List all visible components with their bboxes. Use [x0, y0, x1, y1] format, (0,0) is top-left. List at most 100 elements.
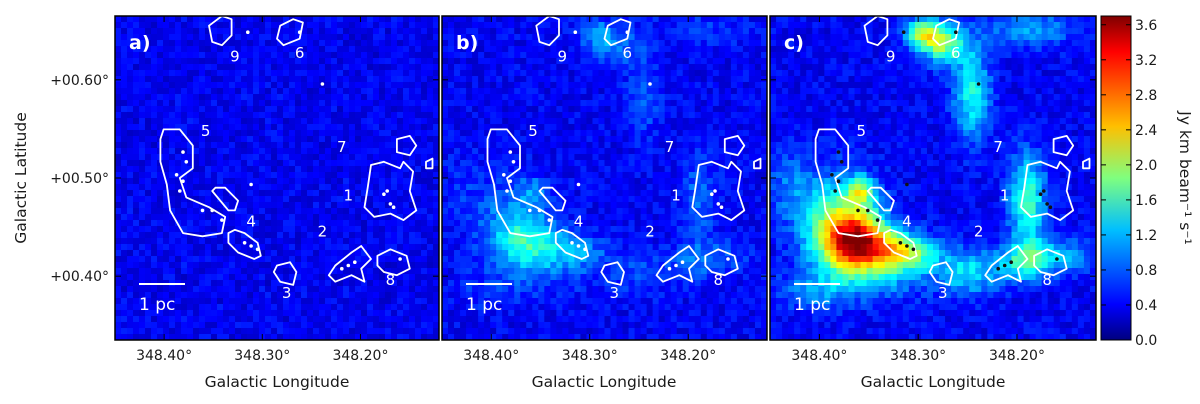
heatmap-cell: [367, 40, 374, 47]
heatmap-cell: [700, 46, 708, 53]
heatmap-cell: [532, 196, 539, 203]
heatmap-cell: [121, 274, 128, 281]
heatmap-cell: [193, 28, 200, 35]
heatmap-cell: [472, 28, 479, 35]
heatmap-cell: [373, 292, 380, 299]
heatmap-cell: [526, 190, 533, 197]
heatmap-cell: [403, 142, 410, 149]
heatmap-cell: [634, 100, 642, 107]
heatmap-cell: [319, 310, 326, 317]
heatmap-cell: [460, 64, 467, 71]
heatmap-cell: [385, 28, 392, 35]
heatmap-cell: [742, 112, 750, 119]
heatmap-cell: [433, 124, 439, 131]
heatmap-cell: [640, 112, 648, 119]
heatmap-cell: [223, 22, 230, 29]
heatmap-cell: [427, 256, 434, 263]
heatmap-cell: [247, 268, 254, 275]
heatmap-cell: [427, 76, 434, 83]
heatmap-cell: [460, 28, 467, 35]
heatmap-cell: [460, 52, 467, 59]
heatmap-cell: [355, 298, 362, 305]
heatmap-cell: [433, 184, 439, 191]
heatmap-cell: [331, 82, 338, 89]
heatmap-cell: [379, 34, 386, 41]
heatmap-cell: [754, 184, 762, 191]
heatmap-cell: [199, 166, 206, 173]
heatmap-cell: [217, 148, 224, 155]
heatmap-cell: [397, 118, 404, 125]
heatmap-cell: [205, 70, 212, 77]
heatmap-cell: [634, 70, 642, 77]
heatmap-cell: [427, 196, 434, 203]
heatmap-cell: [598, 46, 606, 53]
heatmap-cell: [301, 100, 308, 107]
heatmap-cell: [163, 160, 170, 167]
heatmap-cell: [658, 136, 666, 143]
heatmap-cell: [199, 226, 206, 233]
heatmap-cell: [682, 58, 690, 65]
heatmap-cell: [133, 328, 140, 335]
heatmap-cell: [604, 238, 612, 245]
heatmap-cell: [736, 28, 744, 35]
heatmap-cell: [121, 160, 128, 167]
heatmap-cell: [355, 154, 362, 161]
heatmap-cell: [355, 202, 362, 209]
source-marker: [249, 182, 253, 187]
heatmap-cell: [706, 94, 714, 101]
heatmap-cell: [343, 100, 350, 107]
heatmap-cell: [502, 160, 509, 167]
heatmap-cell: [337, 238, 344, 245]
heatmap-cell: [355, 16, 362, 23]
heatmap-cell: [490, 118, 497, 125]
heatmap-cell: [748, 16, 756, 23]
heatmap-cell: [634, 214, 642, 221]
heatmap-cell: [415, 130, 422, 137]
heatmap-cell: [163, 220, 170, 227]
heatmap-cell: [301, 166, 308, 173]
heatmap-cell: [163, 322, 170, 329]
heatmap-cell: [145, 202, 152, 209]
heatmap-cell: [760, 220, 767, 227]
heatmap-cell: [211, 316, 218, 323]
heatmap-cell: [664, 100, 672, 107]
heatmap-cell: [121, 154, 128, 161]
heatmap-cell: [241, 124, 248, 131]
heatmap-cell: [193, 208, 200, 215]
heatmap-cell: [742, 64, 750, 71]
heatmap-cell: [145, 244, 152, 251]
heatmap-cell: [187, 280, 194, 287]
heatmap-cell: [622, 238, 630, 245]
heatmap-cell: [490, 160, 497, 167]
heatmap-cell: [532, 76, 539, 83]
heatmap-cell: [313, 112, 320, 119]
heatmap-cell: [367, 214, 374, 221]
heatmap-cell: [433, 256, 439, 263]
heatmap-cell: [415, 70, 422, 77]
heatmap-cell: [526, 112, 533, 119]
heatmap-cell: [271, 40, 278, 47]
heatmap-cell: [508, 160, 515, 167]
heatmap-cell: [295, 196, 302, 203]
heatmap-cell: [652, 52, 660, 59]
heatmap-cell: [163, 100, 170, 107]
heatmap-cell: [271, 274, 278, 281]
heatmap-cell: [379, 274, 386, 281]
heatmap-cell: [181, 118, 188, 125]
heatmap-cell: [634, 130, 642, 137]
heatmap-cell: [277, 250, 284, 257]
heatmap-cell: [391, 46, 398, 53]
heatmap-cell: [211, 274, 218, 281]
heatmap-cell: [283, 262, 290, 269]
heatmap-cell: [139, 70, 146, 77]
heatmap-cell: [604, 130, 612, 137]
heatmap-cell: [175, 88, 182, 95]
heatmap-cell: [472, 196, 479, 203]
heatmap-cell: [259, 328, 266, 335]
heatmap-cell: [421, 106, 428, 113]
heatmap-cell: [712, 184, 720, 191]
heatmap-cell: [718, 46, 726, 53]
heatmap-cell: [433, 196, 439, 203]
heatmap-cell: [550, 196, 557, 203]
heatmap-cell: [211, 196, 218, 203]
